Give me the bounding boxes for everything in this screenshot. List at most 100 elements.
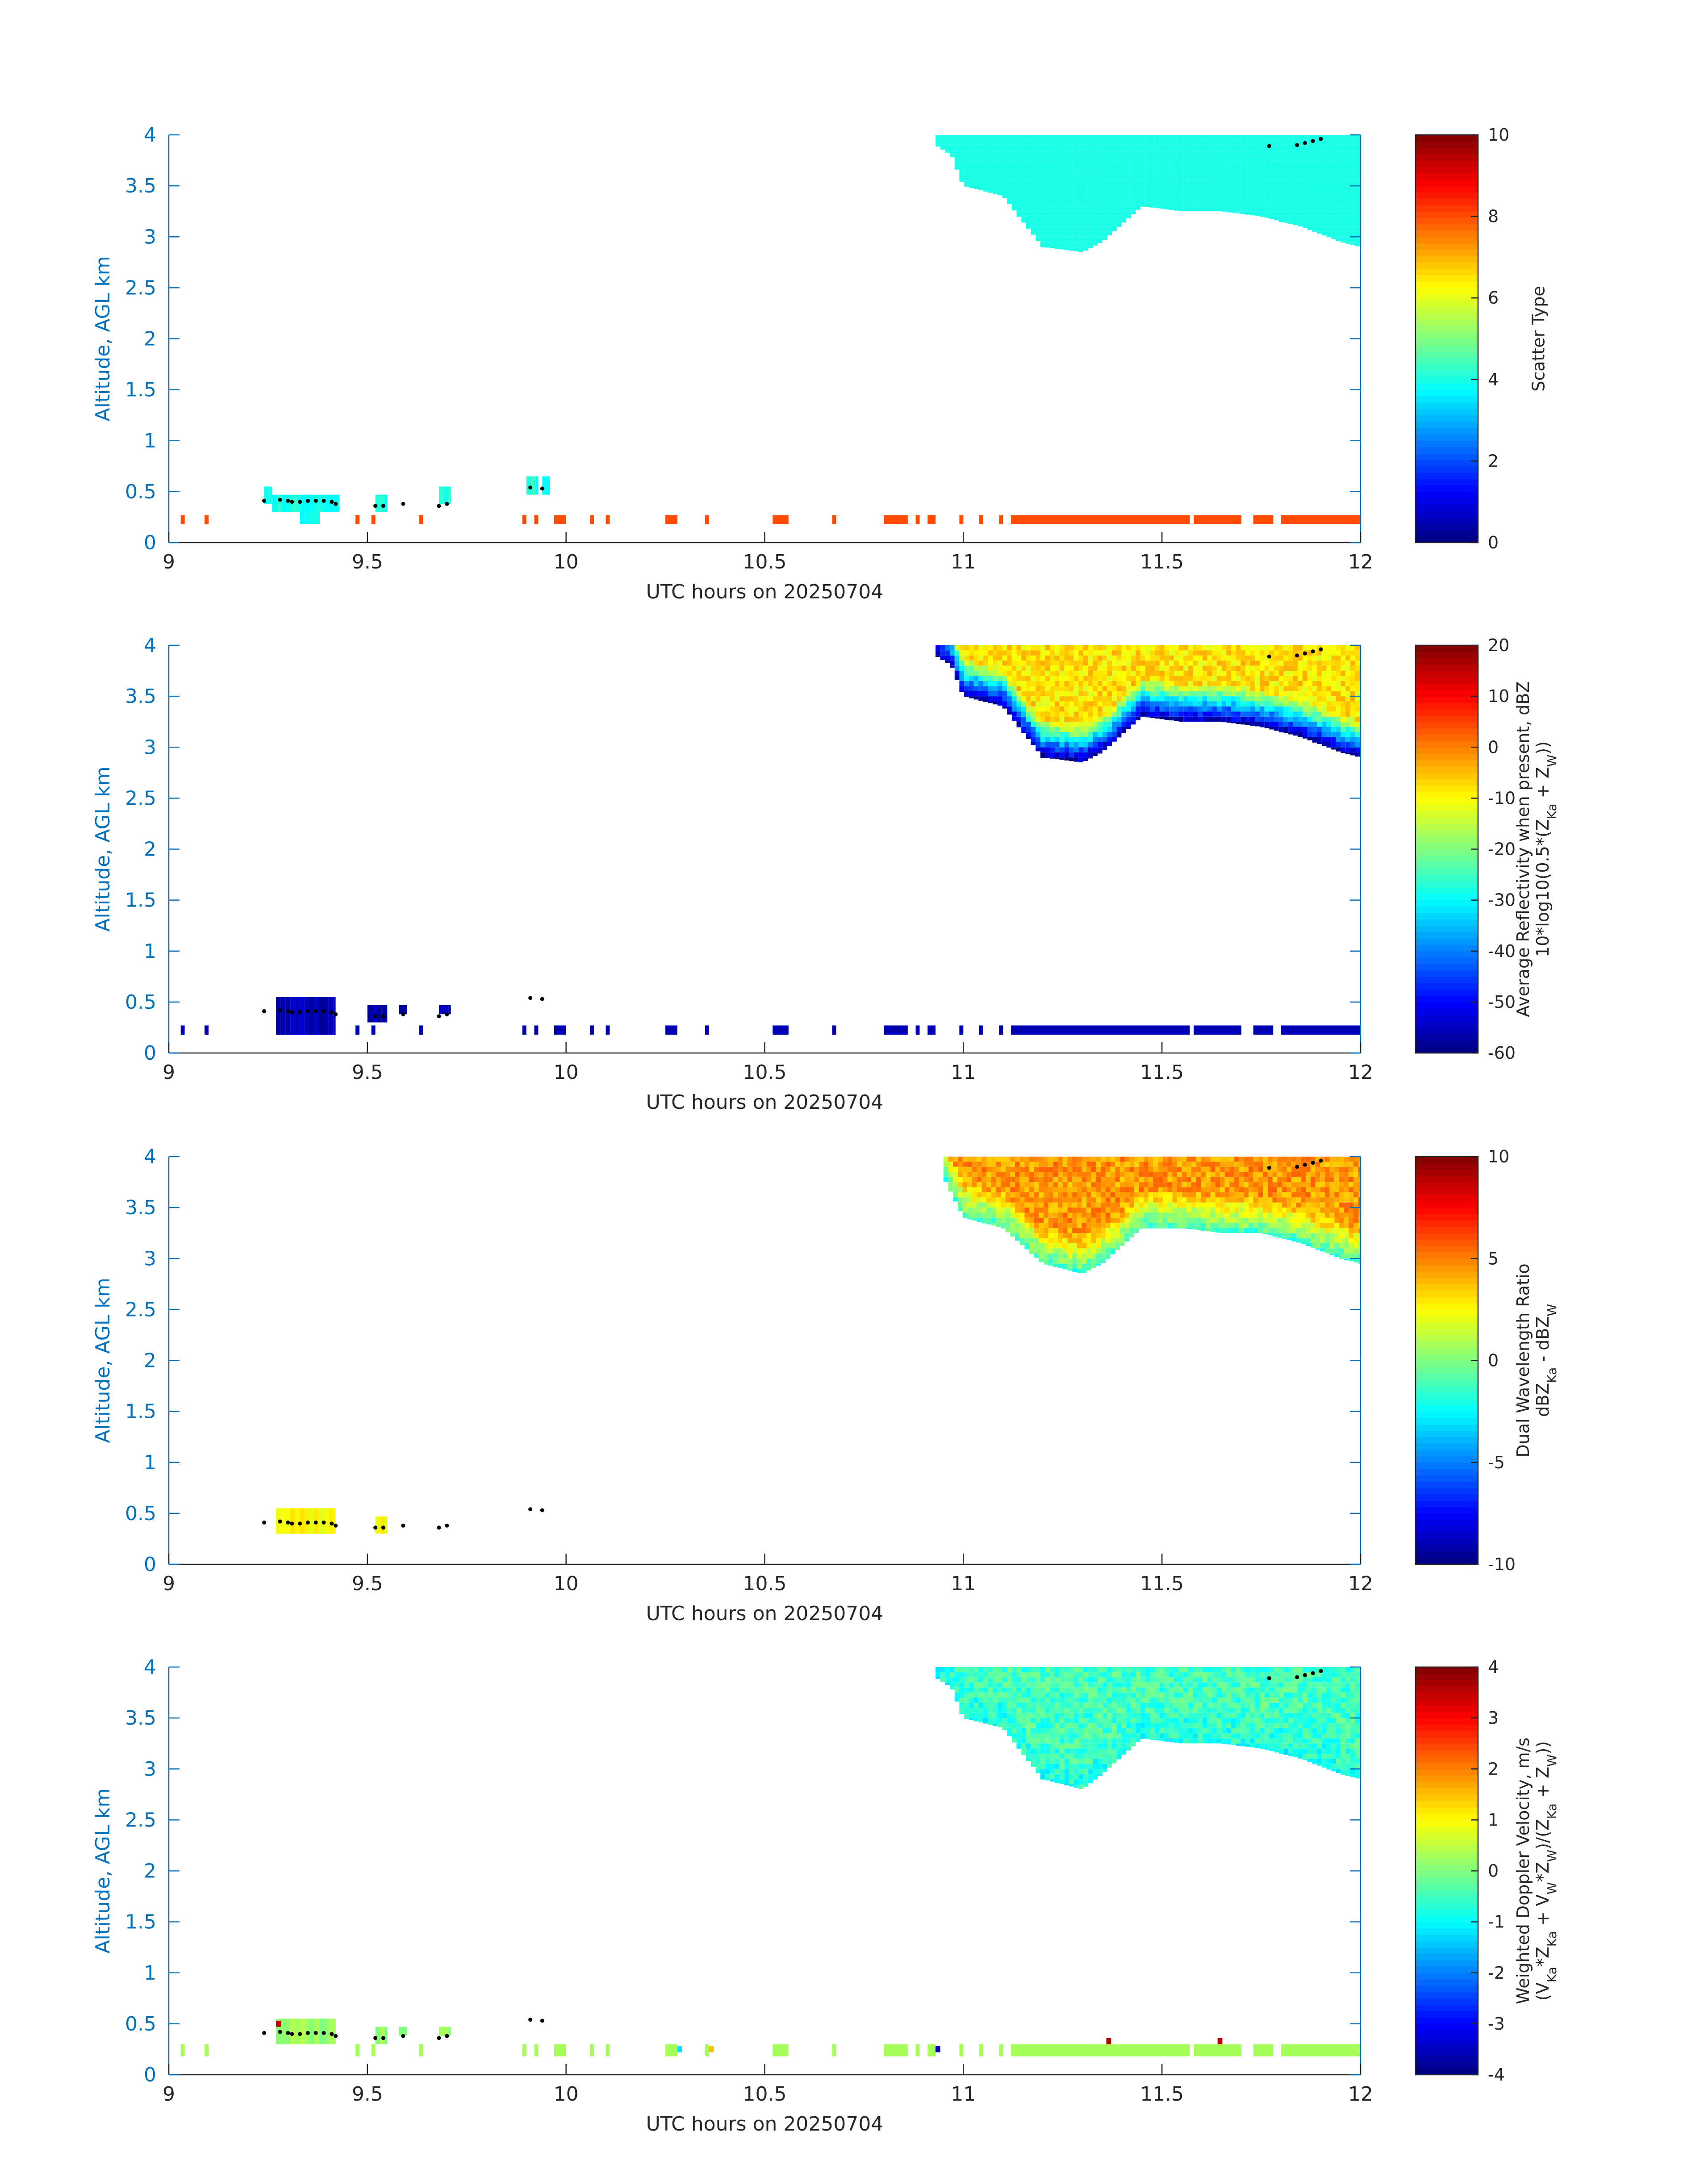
cloud-cell (1077, 1212, 1082, 1218)
cloud-cell (1301, 1157, 1306, 1162)
cloud-cell (1296, 1228, 1301, 1233)
cloud-cell (1293, 650, 1298, 656)
cloud-cell (1321, 221, 1327, 227)
cloud-cell (1278, 170, 1284, 176)
cloud-cell (1202, 645, 1207, 651)
cloud-cell (1134, 1157, 1139, 1162)
cloud-cell (1150, 671, 1155, 676)
cloud-cell (1082, 1248, 1087, 1254)
cloud-cell (1040, 665, 1045, 671)
cloud-cell (1162, 1162, 1168, 1167)
cloud-cell (1145, 671, 1150, 676)
cloud-cell (1078, 701, 1083, 706)
cloud-cell (1055, 206, 1060, 212)
cloud-cell (1193, 686, 1198, 691)
cloud-cell (1216, 706, 1222, 712)
cloud-cell (1145, 655, 1150, 661)
cloud-cell (1326, 221, 1332, 227)
cloud-cell (1345, 686, 1350, 691)
cloud-cell (1048, 1177, 1053, 1183)
cloud-cell (1093, 221, 1098, 227)
cloud-cell (1331, 186, 1336, 191)
cloud-cell (1036, 206, 1040, 212)
cloud-cell (1244, 1166, 1249, 1172)
cloud-cell (1198, 165, 1203, 171)
cloud-cell (1053, 1202, 1058, 1208)
cloud-cell (1236, 160, 1241, 166)
cloud-cell (1112, 206, 1117, 212)
cloud-cell (1077, 1202, 1082, 1208)
cloud-cell (1239, 1197, 1244, 1203)
cloud-cell (1350, 150, 1355, 155)
cloud-cell (1126, 645, 1131, 651)
cloud-cell (1202, 201, 1207, 206)
cloud-cell (1172, 1182, 1177, 1187)
cloud-cell (1283, 650, 1289, 656)
cloud-cell (1078, 660, 1083, 666)
cloud-cell (1069, 186, 1074, 191)
cloud-cell (959, 180, 965, 182)
cloud-cell (1341, 676, 1346, 681)
overlay-point (278, 497, 282, 502)
cloud-cell (1059, 701, 1065, 706)
cloud-cell (1124, 1187, 1130, 1192)
cloud-cell (1183, 196, 1188, 201)
cloud-cell (1069, 160, 1074, 166)
cloud-cell (1045, 196, 1050, 201)
cloud-cell (1221, 196, 1227, 201)
cloud-cell (1059, 742, 1065, 748)
cloud-cell (1005, 1166, 1011, 1172)
cloud-cell (1159, 706, 1165, 712)
cloud-cell (1045, 747, 1050, 752)
cloud-cell (1040, 226, 1045, 232)
cloud-cell (1298, 655, 1303, 661)
cloud-cell (1026, 650, 1031, 656)
cloud-cell (1078, 247, 1083, 252)
cloud-cell (1119, 1202, 1125, 1208)
cloud-cell (997, 140, 1002, 145)
cloud-cell (1221, 211, 1227, 212)
cloud-cell (1150, 701, 1155, 706)
cloud-cell (1336, 145, 1341, 150)
cloud-cell (1131, 701, 1136, 706)
cloud-cell (1116, 201, 1122, 206)
cloud-cell (969, 655, 974, 661)
cloud-cell (1073, 211, 1079, 217)
cloud-cell (1317, 186, 1322, 191)
cloud-cell (1031, 706, 1036, 712)
cloud-cell (997, 145, 1002, 150)
cloud-cell (986, 1208, 991, 1213)
cloud-cell (1021, 660, 1026, 666)
cloud-cell (1188, 681, 1193, 686)
cloud-cell (1110, 1192, 1115, 1198)
cloud-cell (1206, 1223, 1211, 1228)
colorbar-swatch (1416, 798, 1478, 805)
cloud-cell (1045, 701, 1050, 706)
cloud-cell (1112, 165, 1117, 171)
cloud-cell (1207, 686, 1212, 691)
cloud-cell (1341, 737, 1346, 742)
cloud-cell (978, 645, 983, 651)
cloud-cell (1102, 196, 1107, 201)
cloud-cell (972, 1208, 977, 1213)
overlay-point (437, 1014, 441, 1019)
cloud-cell (1031, 645, 1036, 651)
cloud-cell (1119, 1157, 1125, 1162)
cloud-cell (1229, 1228, 1235, 1233)
cloud-cell (1011, 676, 1017, 681)
cloud-cell (1016, 681, 1022, 686)
cloud-cell (1264, 696, 1270, 702)
cloud-cell (1050, 186, 1055, 191)
cloud-cell (1045, 155, 1050, 161)
cloud-cell (1045, 671, 1050, 676)
cloud-cell (1073, 191, 1079, 196)
cloud-cell (1064, 175, 1069, 181)
cloud-cell (1220, 1228, 1225, 1233)
cloud-cell (1040, 732, 1045, 737)
cloud-cell (1145, 701, 1150, 706)
cloud-cell (1245, 191, 1250, 196)
cloud-cell (1098, 686, 1102, 691)
cloud-cell (962, 1202, 968, 1208)
cloud-cell (1136, 155, 1141, 161)
